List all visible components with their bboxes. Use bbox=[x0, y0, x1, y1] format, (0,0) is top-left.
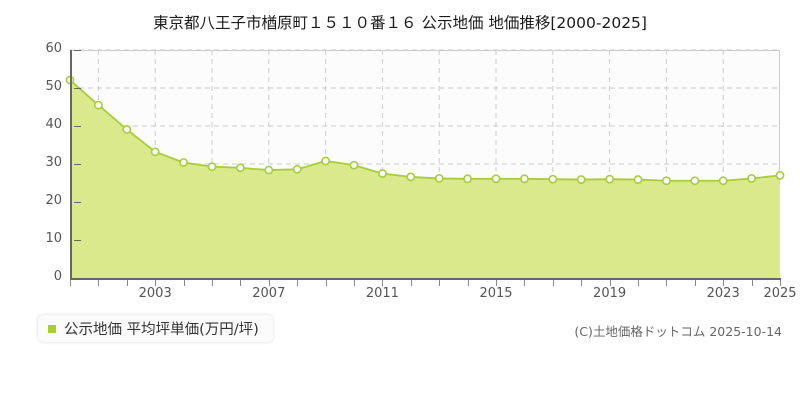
data-point-marker[interactable] bbox=[775, 171, 785, 180]
square-marker-icon bbox=[48, 324, 56, 333]
x-axis-tick-mark bbox=[155, 280, 157, 286]
x-axis-tick-mark bbox=[268, 280, 270, 286]
credit-text: (C)土地価格ドットコム 2025-10-14 bbox=[574, 324, 782, 339]
data-point-marker[interactable] bbox=[179, 158, 188, 167]
x-axis-tick-mark bbox=[581, 280, 583, 286]
x-axis-tick-mark bbox=[183, 280, 185, 286]
x-axis-tick-mark bbox=[751, 280, 753, 286]
x-axis-tick-mark bbox=[638, 280, 639, 286]
y-axis-tick-mark bbox=[74, 240, 81, 241]
x-axis-tick-mark bbox=[609, 280, 611, 286]
y-axis-tick-label: 30 bbox=[45, 155, 62, 170]
data-point-marker[interactable] bbox=[122, 125, 132, 134]
x-axis-tick-mark bbox=[694, 280, 696, 286]
data-point-marker[interactable] bbox=[264, 165, 274, 175]
x-axis-tick-mark bbox=[723, 280, 725, 286]
x-axis-tick-mark bbox=[467, 280, 469, 286]
data-point-marker[interactable] bbox=[548, 174, 558, 184]
data-point-marker[interactable] bbox=[662, 176, 671, 186]
y-axis-tick-label: 50 bbox=[45, 79, 62, 94]
legend-label: 公示地価 平均坪単価(万円/坪) bbox=[64, 322, 259, 338]
x-axis-tick-mark bbox=[212, 280, 213, 286]
x-axis-tick-label: 2015 bbox=[479, 286, 513, 301]
x-axis-tick-label: 2007 bbox=[252, 286, 286, 301]
series-layer bbox=[65, 75, 785, 278]
y-axis-tick-label: 0 bbox=[53, 269, 62, 284]
x-axis-tick-mark bbox=[325, 280, 327, 286]
plot-area bbox=[65, 49, 785, 278]
page-title: 東京都八王子市楢原町１５１０番１６ 公示地価 地価推移[2000-2025] bbox=[153, 14, 647, 32]
x-axis-tick-mark bbox=[439, 280, 441, 286]
y-axis-tick-label: 40 bbox=[45, 117, 62, 132]
x-axis-tick-mark bbox=[297, 280, 299, 286]
x-axis-tick-label: 2025 bbox=[763, 286, 797, 301]
data-point-marker[interactable] bbox=[349, 160, 359, 170]
x-axis-tick-mark bbox=[126, 280, 128, 286]
data-point-marker[interactable] bbox=[434, 174, 444, 183]
data-point-marker[interactable] bbox=[576, 175, 586, 184]
data-point-marker[interactable] bbox=[377, 169, 387, 178]
x-axis-tick-mark bbox=[410, 280, 412, 286]
data-point-marker[interactable] bbox=[690, 176, 700, 186]
y-axis-tick-label: 60 bbox=[45, 41, 62, 56]
x-axis-tick-mark bbox=[354, 280, 355, 286]
x-axis-tick-mark bbox=[240, 280, 242, 286]
data-point-marker[interactable] bbox=[321, 156, 330, 166]
x-axis-tick-label: 2023 bbox=[706, 286, 740, 301]
x-axis-tick-mark bbox=[382, 280, 384, 286]
y-axis-tick-mark bbox=[74, 88, 81, 89]
x-axis-tick-mark bbox=[70, 280, 71, 286]
x-axis-tick-label: 2003 bbox=[138, 286, 172, 301]
y-axis-line bbox=[70, 50, 72, 279]
y-axis-tick-mark bbox=[74, 278, 81, 279]
data-point-marker[interactable] bbox=[292, 164, 302, 174]
data-point-marker[interactable] bbox=[605, 174, 614, 184]
y-axis-labels: 0 10 20 30 40 50 60 bbox=[10, 0, 81, 400]
series-area-fill bbox=[70, 80, 780, 278]
x-axis-tick-label: 2019 bbox=[593, 286, 627, 301]
data-point-marker[interactable] bbox=[235, 163, 245, 173]
data-point-marker[interactable] bbox=[150, 147, 160, 157]
y-axis-tick-mark bbox=[74, 50, 81, 51]
data-point-marker[interactable] bbox=[463, 174, 472, 184]
x-axis-line bbox=[70, 278, 781, 280]
data-point-marker[interactable] bbox=[207, 162, 217, 172]
data-point-marker[interactable] bbox=[519, 174, 529, 184]
y-axis-tick-mark bbox=[74, 202, 81, 203]
data-point-marker[interactable] bbox=[93, 100, 103, 110]
data-point-marker[interactable] bbox=[747, 174, 756, 183]
legend: 公示地価 平均坪単価(万円/坪) bbox=[38, 315, 273, 342]
x-axis-tick-mark bbox=[552, 280, 554, 286]
data-point-marker[interactable] bbox=[718, 176, 728, 186]
y-axis-tick-mark bbox=[74, 164, 81, 165]
x-axis-tick-mark bbox=[98, 280, 100, 286]
y-axis-tick-label: 10 bbox=[45, 231, 62, 246]
x-axis-tick-mark bbox=[524, 280, 526, 286]
series-line bbox=[69, 79, 781, 182]
x-axis-tick-mark bbox=[666, 280, 668, 286]
y-axis-tick-label: 20 bbox=[45, 193, 62, 208]
y-axis-tick-mark bbox=[74, 126, 81, 127]
x-axis-tick-mark bbox=[496, 280, 497, 286]
data-point-marker[interactable] bbox=[633, 175, 643, 184]
data-point-marker[interactable] bbox=[406, 172, 416, 182]
x-axis-tick-mark bbox=[780, 280, 781, 286]
x-axis-tick-label: 2011 bbox=[365, 286, 399, 301]
data-point-marker[interactable] bbox=[491, 174, 501, 184]
